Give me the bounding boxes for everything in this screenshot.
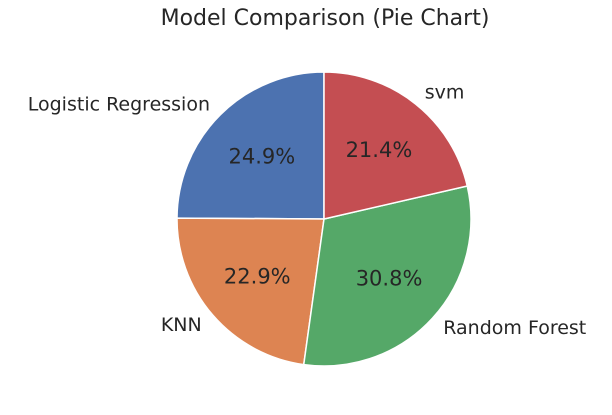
pie-category-label-svm: svm [425, 81, 465, 103]
pie-category-label-knn: KNN [161, 314, 202, 336]
pie-pct-label-random-forest: 30.8% [356, 267, 423, 291]
pie-category-label-logistic-regression: Logistic Regression [28, 93, 210, 115]
chart-title: Model Comparison (Pie Chart) [160, 6, 490, 31]
pie-slice-svm [323, 71, 469, 220]
pie-slice-knn [176, 217, 325, 366]
pie-category-label-random-forest: Random Forest [443, 317, 586, 339]
pie-pct-label-logistic-regression: 24.9% [228, 144, 295, 168]
pie-pct-label-svm: 21.4% [346, 138, 413, 162]
pie-slice-logistic-regression [176, 71, 325, 220]
pie-slice-random-forest [302, 185, 472, 367]
pie-pct-label-knn: 22.9% [224, 265, 291, 289]
